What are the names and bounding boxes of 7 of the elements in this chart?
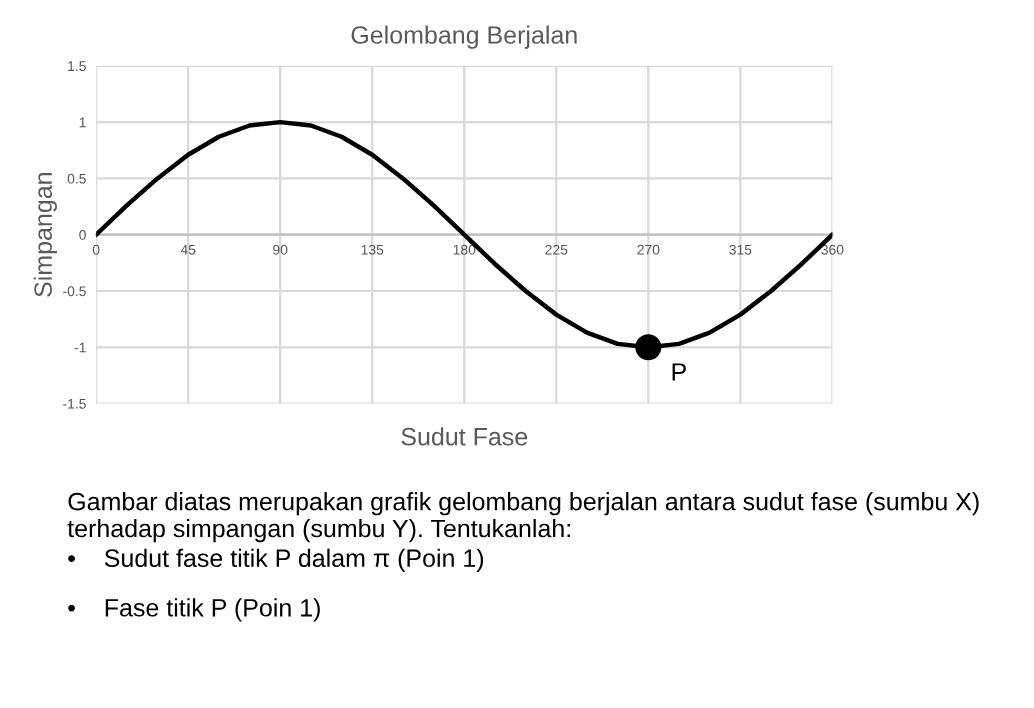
text: Gambar diatas merupakan grafik gelombang berjalan antara sudut fase (sumbu X) terhadap simpangan (sumbu Y). Tentukanlah:: [67, 492, 979, 543]
chart-title: Gelombang Berjalan: [351, 25, 577, 49]
text: • Fase titik P (Poin 1): [68, 598, 320, 622]
y-axis-title: Simpangan: [33, 173, 57, 297]
annotation: P: [672, 363, 686, 381]
x-axis-title: Sudut Fase: [401, 427, 528, 446]
text: • Sudut fase titik P dalam π (Poin 1): [68, 548, 484, 572]
